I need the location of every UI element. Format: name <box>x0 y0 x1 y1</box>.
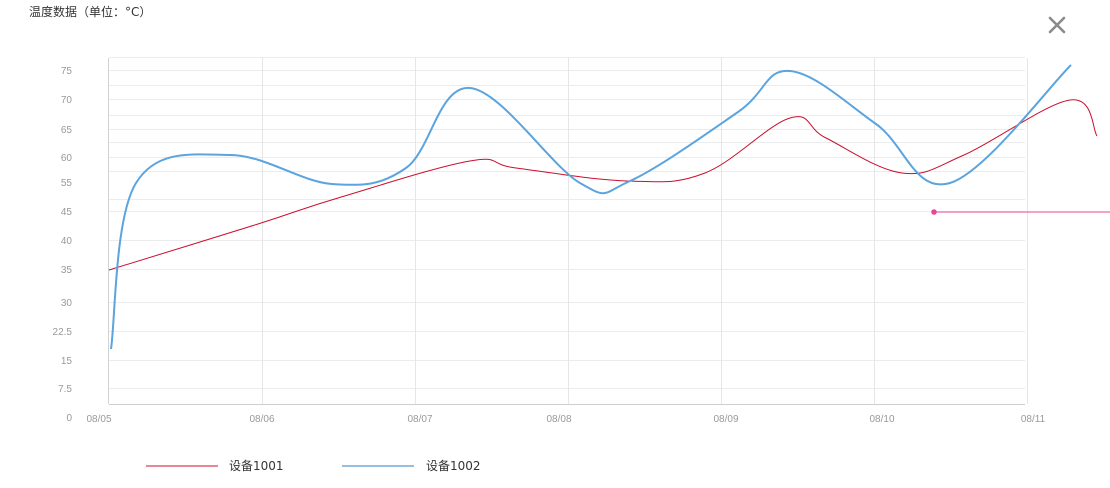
y-tick-label: 70 <box>61 95 73 106</box>
legend: 设备1001 设备1002 <box>146 459 481 473</box>
y-tick-label: 0 <box>66 413 72 424</box>
y-tick-label: 30 <box>61 298 73 309</box>
y-tick-label: 55 <box>61 178 73 189</box>
y-tick-label: 35 <box>61 265 73 276</box>
y-tick-label: 22.5 <box>53 327 73 338</box>
y-tick-label: 65 <box>61 125 73 136</box>
x-tick-label: 08/06 <box>249 414 274 425</box>
marker-dot <box>931 209 937 215</box>
axes: 0 7.5 15 22.5 30 35 40 45 55 60 65 70 75 08/05 08/06 08… <box>53 58 1046 425</box>
grid-lines <box>109 57 1028 404</box>
series-line-2 <box>110 64 1072 350</box>
chart-title: 温度数据（单位：°C） <box>29 5 152 19</box>
y-tick-label: 40 <box>61 236 73 247</box>
y-tick-label: 75 <box>61 66 73 77</box>
y-tick-label: 15 <box>61 356 73 367</box>
y-tick-label: 60 <box>61 153 73 164</box>
x-tick-label: 08/10 <box>869 414 894 425</box>
x-tick-label: 08/08 <box>546 414 571 425</box>
x-tick-label: 08/11 <box>1021 414 1046 425</box>
close-icon[interactable] <box>1044 12 1070 38</box>
legend-label-2: 设备1002 <box>426 459 481 473</box>
legend-label-1: 设备1001 <box>229 459 284 473</box>
series-lines <box>108 64 1098 350</box>
annotations <box>931 209 1110 215</box>
x-tick-label: 08/07 <box>407 414 432 425</box>
x-tick-label: 08/09 <box>713 414 738 425</box>
series-line-1 <box>108 99 1098 271</box>
y-tick-label: 7.5 <box>58 384 72 395</box>
y-tick-label: 45 <box>61 207 73 218</box>
x-tick-label: 08/05 <box>86 414 111 425</box>
